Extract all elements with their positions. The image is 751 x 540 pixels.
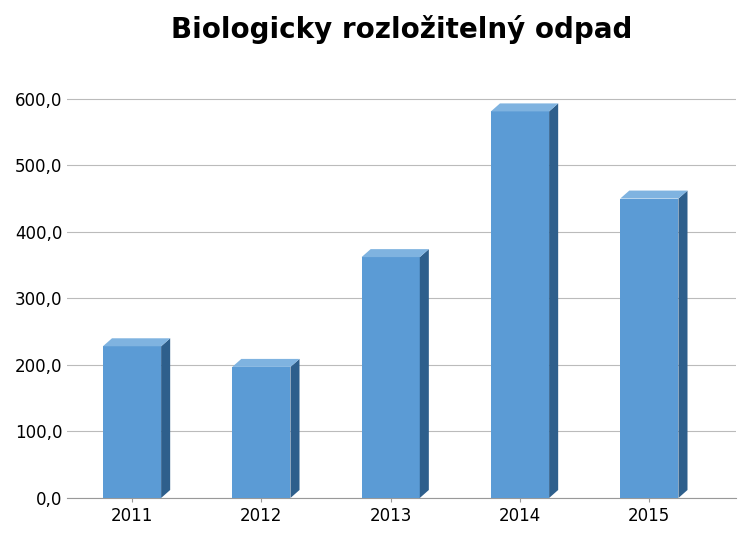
Polygon shape: [420, 249, 429, 498]
Title: Biologicky rozložitelný odpad: Biologicky rozložitelný odpad: [171, 15, 632, 44]
Polygon shape: [549, 104, 558, 498]
Polygon shape: [620, 199, 678, 498]
Polygon shape: [620, 191, 687, 199]
Polygon shape: [361, 257, 420, 498]
Polygon shape: [161, 338, 170, 498]
Polygon shape: [491, 104, 558, 111]
Polygon shape: [491, 111, 549, 498]
Polygon shape: [361, 249, 429, 257]
Polygon shape: [103, 346, 161, 498]
Polygon shape: [232, 359, 300, 367]
Polygon shape: [291, 359, 300, 498]
Polygon shape: [678, 191, 687, 498]
Polygon shape: [232, 367, 291, 498]
Polygon shape: [103, 338, 170, 346]
